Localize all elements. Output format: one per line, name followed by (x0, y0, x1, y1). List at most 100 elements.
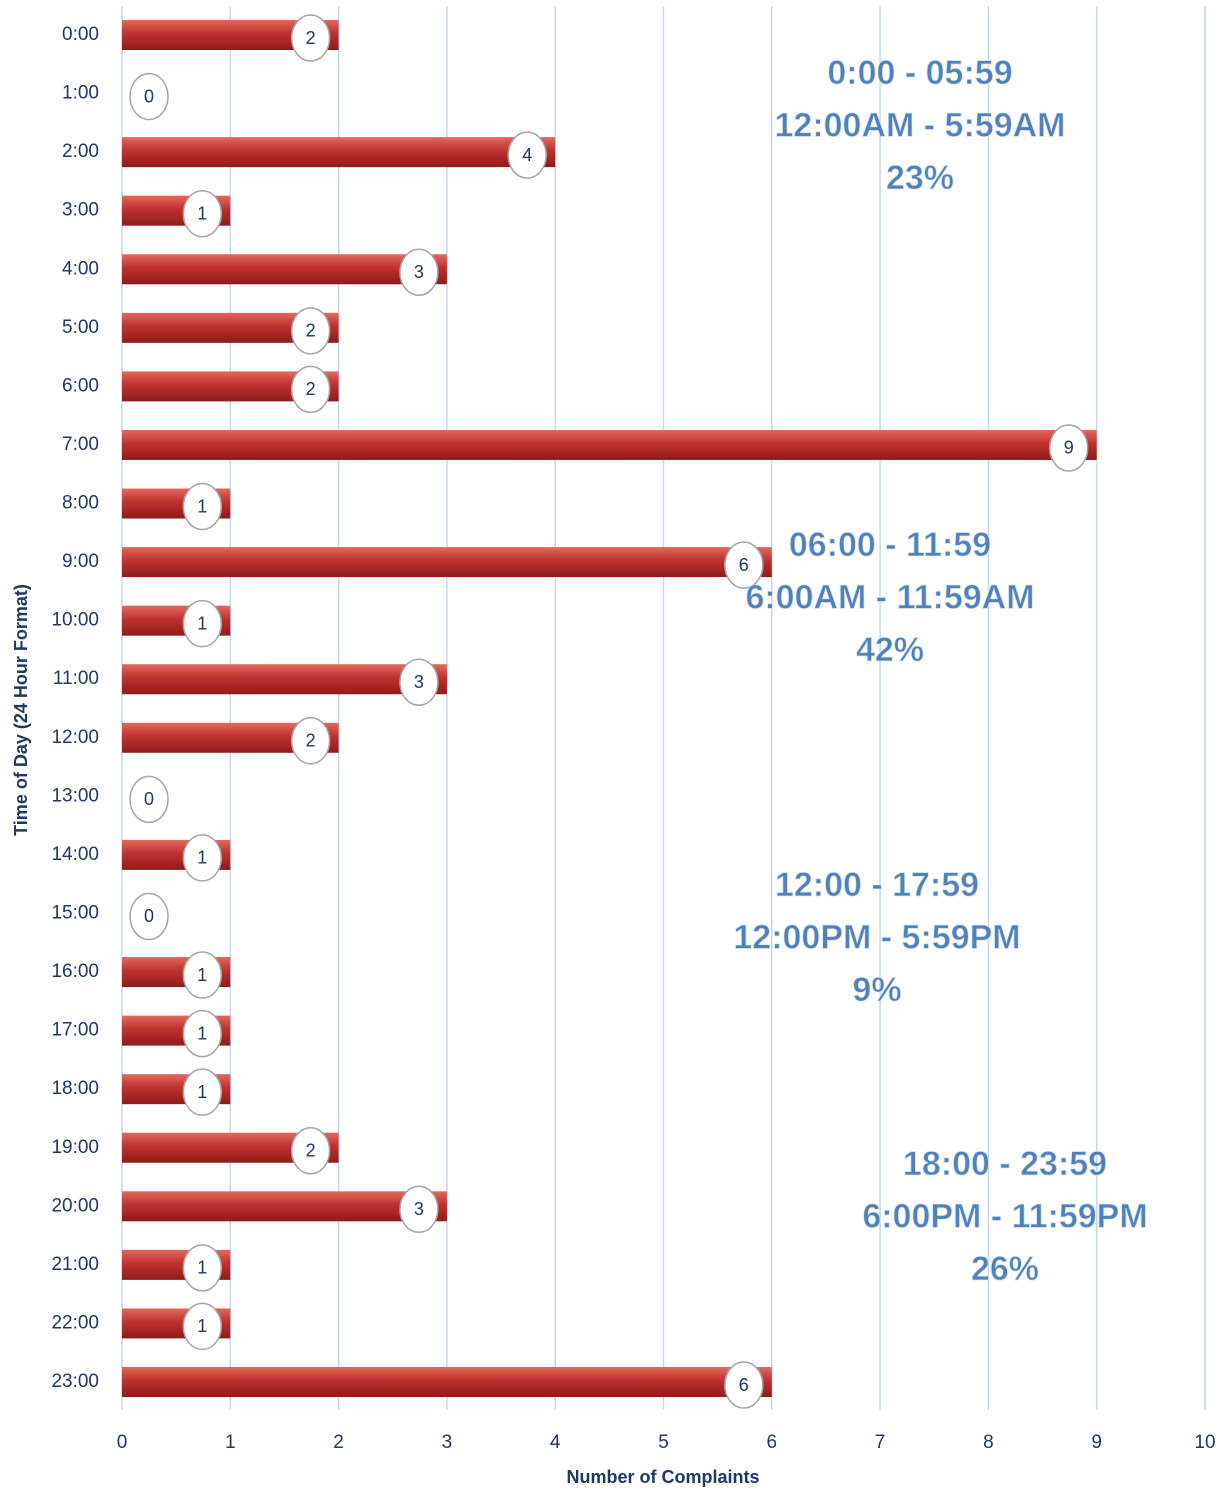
y-tick-label: 4:00 (62, 258, 99, 279)
data-label-bubble (399, 248, 439, 297)
data-label-bubble (290, 717, 331, 765)
annotation: 26% (971, 1250, 1039, 1288)
y-tick-label: 19:00 (51, 1137, 99, 1158)
annotation: 12:00PM - 5:59PM (733, 918, 1020, 956)
y-tick-label: 0:00 (62, 24, 99, 45)
y-tick-label: 6:00 (62, 375, 99, 396)
annotation: 9% (852, 971, 901, 1009)
data-label: 3 (414, 672, 424, 692)
data-label-bubble (182, 189, 223, 238)
data-label: 2 (306, 379, 316, 399)
data-label: 6 (739, 1375, 749, 1395)
data-label-bubble (129, 72, 169, 121)
data-label-bubble (182, 599, 223, 648)
data-label-bubble (399, 658, 439, 706)
bar (122, 137, 556, 168)
y-tick-label: 10:00 (51, 610, 99, 631)
annotation: 06:00 - 11:59 (789, 526, 991, 564)
data-label: 0 (144, 86, 154, 106)
y-tick-label: 21:00 (51, 1254, 99, 1275)
data-label: 0 (144, 789, 154, 809)
y-tick-label: 12:00 (51, 727, 99, 748)
bar (122, 429, 1097, 460)
data-label-bubble (1048, 424, 1089, 472)
y-axis-title: Time of Day (24 Hour Format) (11, 584, 31, 836)
y-tick-label: 13:00 (51, 785, 99, 806)
y-tick-label: 2:00 (62, 141, 99, 162)
y-tick-label: 9:00 (62, 551, 99, 572)
annotation: 0:00 - 05:59 (827, 54, 1012, 92)
grid (121, 6, 1206, 1410)
data-label-bubble (290, 307, 331, 355)
data-label-bubble (507, 131, 547, 179)
data-label-bubble (724, 541, 764, 589)
annotation: 6:00AM - 11:59AM (745, 578, 1034, 616)
y-tick-label: 18:00 (51, 1078, 99, 1099)
y-tick-label: 17:00 (51, 1020, 99, 1041)
annotation: 23% (886, 159, 954, 197)
data-label: 0 (144, 906, 154, 926)
data-label-bubble (129, 892, 169, 941)
data-label: 1 (197, 203, 207, 223)
x-tick-label: 10 (1194, 1432, 1215, 1453)
y-tick-label: 22:00 (51, 1312, 99, 1333)
data-label-bubble (182, 951, 223, 999)
data-label: 2 (306, 28, 316, 48)
x-tick-label: 6 (767, 1432, 778, 1453)
bar (122, 547, 772, 578)
data-label: 3 (414, 262, 424, 282)
bar (122, 254, 447, 285)
y-tick-label: 11:00 (53, 668, 99, 689)
bar (122, 1367, 772, 1397)
x-tick-label: 8 (983, 1432, 994, 1453)
x-axis-title: Number of Complaints (566, 1467, 759, 1487)
y-tick-label: 23:00 (51, 1371, 99, 1392)
bar (122, 664, 447, 695)
x-tick-label: 1 (225, 1432, 236, 1453)
x-tick-label: 4 (550, 1432, 561, 1453)
data-label: 1 (197, 965, 207, 985)
annotation: 12:00AM - 5:59AM (775, 106, 1066, 144)
data-label-bubble (182, 482, 223, 531)
data-label: 9 (1064, 438, 1074, 458)
data-label-bubble (182, 1068, 223, 1116)
data-label: 2 (306, 1140, 316, 1160)
data-label: 1 (197, 613, 207, 633)
x-tick-label: 9 (1091, 1432, 1102, 1453)
x-tick-label: 3 (442, 1432, 453, 1453)
data-label: 2 (306, 731, 316, 751)
data-label-bubble (724, 1361, 764, 1409)
y-tick-label: 1:00 (62, 83, 99, 104)
data-label-bubble (290, 14, 331, 62)
data-label: 2 (306, 321, 316, 341)
data-label: 1 (197, 1023, 207, 1043)
data-label-bubble (290, 365, 331, 414)
annotation: 6:00PM - 11:59PM (862, 1197, 1147, 1235)
data-label: 1 (197, 1082, 207, 1102)
annotation: 42% (856, 631, 924, 669)
data-label: 6 (739, 555, 749, 575)
data-label-bubble (290, 1126, 331, 1175)
data-label-bubble (182, 834, 223, 882)
data-label: 1 (197, 1258, 207, 1278)
x-tick-label: 2 (333, 1432, 344, 1453)
y-tick-label: 8:00 (62, 493, 99, 514)
annotation: 12:00 - 17:59 (775, 866, 979, 904)
data-label-bubble (182, 1009, 223, 1058)
y-tick-label: 15:00 (51, 902, 99, 923)
x-tick-label: 5 (658, 1432, 669, 1453)
data-label: 4 (522, 145, 532, 165)
y-tick-label: 5:00 (62, 317, 99, 338)
bar (122, 1191, 447, 1222)
data-label: 1 (197, 1316, 207, 1336)
x-tick-label: 0 (117, 1432, 128, 1453)
data-label-bubble (182, 1302, 223, 1351)
data-label: 1 (197, 496, 207, 516)
data-label: 1 (197, 848, 207, 868)
data-label-bubble (129, 775, 169, 824)
y-tick-label: 14:00 (51, 844, 99, 865)
x-tick-label: 7 (875, 1432, 886, 1453)
annotation: 18:00 - 23:59 (903, 1145, 1107, 1183)
data-label-bubble (182, 1244, 223, 1292)
